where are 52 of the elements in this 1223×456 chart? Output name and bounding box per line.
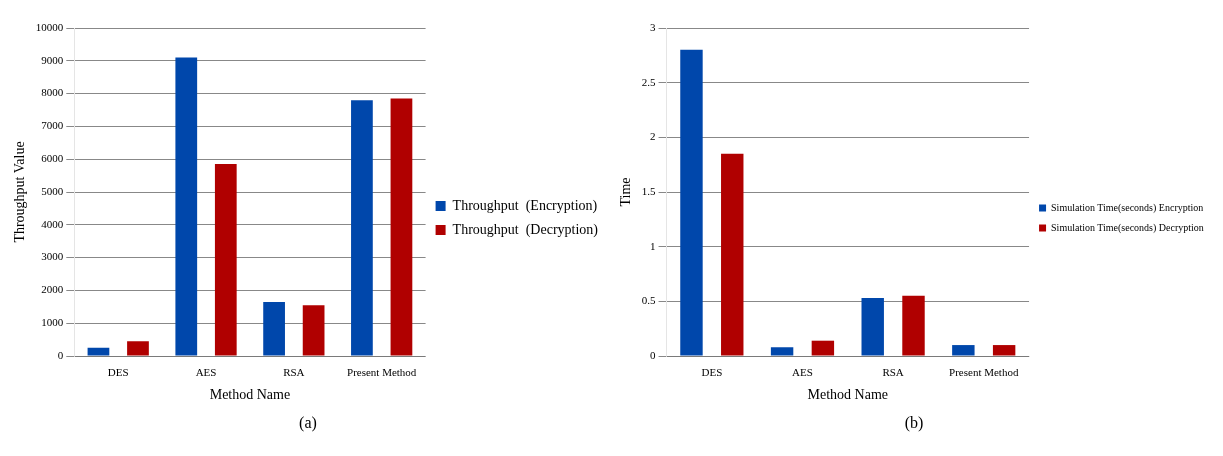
bar — [721, 153, 744, 356]
legend-label: Simulation Time(seconds) Decryption — [1051, 221, 1204, 234]
y-tick-label: 2.5 — [641, 75, 657, 88]
y-tick-label: 1 — [650, 239, 656, 252]
legend-label: Throughput (Decryption) — [452, 221, 599, 238]
y-tick-label: 8000 — [41, 86, 64, 99]
y-tick-label: 10000 — [35, 20, 64, 33]
bar — [390, 98, 413, 356]
y-tick-label: 2 — [650, 130, 656, 143]
x-axis-title: Method Name — [807, 387, 889, 403]
bar — [811, 340, 835, 356]
x-axis-title: Method Name — [209, 387, 291, 403]
y-tick-label: 9000 — [41, 53, 64, 66]
bar — [127, 341, 149, 356]
y-tick-label: 0.5 — [641, 294, 657, 307]
x-tick-label: DES — [107, 366, 129, 379]
bar — [263, 301, 285, 356]
x-tick-label: AES — [792, 366, 813, 379]
bar — [87, 347, 110, 356]
y-tick-label: 1.5 — [641, 184, 657, 197]
x-tick-label: RSA — [283, 366, 305, 379]
bar — [992, 345, 1016, 356]
y-tick-label: 6000 — [41, 152, 64, 165]
y-axis-title: Time — [618, 177, 634, 207]
bar — [680, 49, 703, 356]
x-tick-label: AES — [195, 366, 217, 379]
y-tick-label: 2000 — [41, 283, 64, 296]
legend-label: Simulation Time(seconds) Encryption — [1051, 201, 1204, 214]
y-tick-label: 7000 — [41, 119, 64, 132]
bar — [902, 295, 925, 356]
bar — [302, 305, 325, 356]
bar — [952, 345, 975, 356]
legend-label: Throughput (Encryption) — [452, 197, 598, 214]
y-tick-label: 0 — [57, 348, 64, 361]
bar — [175, 57, 198, 356]
y-tick-label: 3 — [650, 20, 657, 33]
bar — [214, 164, 237, 356]
y-tick-label: 5000 — [41, 184, 64, 197]
x-tick-label: Present Method — [347, 366, 417, 379]
x-tick-label: Present Method — [949, 366, 1019, 379]
text: (b) — [903, 414, 925, 432]
bar — [770, 347, 794, 356]
bar — [861, 298, 884, 356]
y-tick-label: 4000 — [41, 217, 64, 230]
x-tick-label: DES — [701, 366, 723, 379]
y-tick-label: 0 — [650, 348, 657, 361]
x-tick-label: RSA — [882, 366, 904, 379]
y-axis-title: Throughput Value — [12, 141, 28, 243]
bar — [351, 100, 373, 356]
y-tick-label: 1000 — [41, 316, 64, 329]
text: (a) — [298, 414, 318, 432]
y-tick-label: 3000 — [41, 250, 64, 263]
